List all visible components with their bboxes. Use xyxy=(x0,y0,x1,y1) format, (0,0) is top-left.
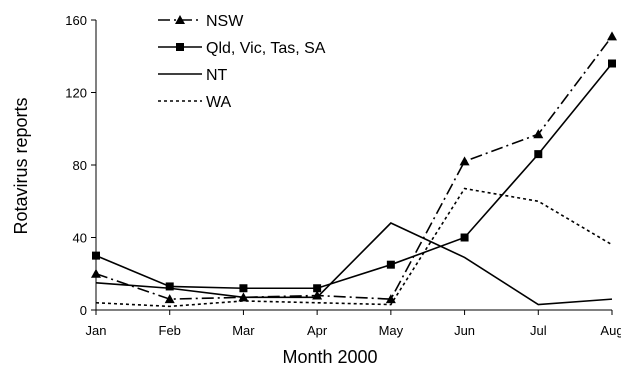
x-tick-label: Feb xyxy=(159,323,181,338)
series-2-point xyxy=(386,260,395,269)
series-1-point xyxy=(164,294,175,304)
axes xyxy=(95,20,612,311)
series-1-line xyxy=(95,35,613,300)
series-3-line xyxy=(95,222,613,306)
series-1-point xyxy=(459,156,470,166)
series-1-point xyxy=(385,294,396,304)
series-1-point xyxy=(91,268,101,278)
series-1-point xyxy=(607,31,617,41)
series-2 xyxy=(92,59,616,293)
series-2-line xyxy=(95,62,613,290)
series-2-point xyxy=(460,233,469,242)
legend-item-2-marker xyxy=(176,43,184,51)
series-2-point xyxy=(608,59,616,68)
series-1 xyxy=(91,31,617,304)
y-tick-label: 40 xyxy=(73,231,87,246)
series-2-point xyxy=(313,284,322,293)
legend-item-1-label: NSW xyxy=(206,13,244,30)
x-tick-label: Mar xyxy=(232,323,255,338)
x-tick-label: May xyxy=(379,323,404,338)
series-2-point xyxy=(239,284,248,293)
x-axis-title: Month 2000 xyxy=(282,347,377,367)
series-layer xyxy=(91,31,617,308)
series-2-point xyxy=(165,282,174,291)
legend: NSW Qld, Vic, Tas, SA NT WA xyxy=(158,13,326,111)
series-2-point xyxy=(534,150,543,159)
y-tick-label: 0 xyxy=(80,303,87,318)
x-tick-label: Jun xyxy=(454,323,475,338)
legend-item-1: NSW xyxy=(158,13,244,30)
legend-item-2: Qld, Vic, Tas, SA xyxy=(158,40,326,57)
series-4-line xyxy=(95,187,613,308)
legend-item-4-label: WA xyxy=(206,94,232,111)
y-tick-label: 120 xyxy=(65,86,87,101)
x-ticks: Jan Feb Mar Apr May Jun Jul Aug xyxy=(86,310,621,338)
series-1-point xyxy=(533,129,544,139)
legend-item-4: WA xyxy=(158,94,232,111)
legend-item-3-label: NT xyxy=(206,67,228,84)
x-tick-label: Jul xyxy=(530,323,547,338)
x-tick-label: Aug xyxy=(600,323,621,338)
x-tick-label: Jan xyxy=(86,323,107,338)
legend-item-2-label: Qld, Vic, Tas, SA xyxy=(206,40,326,57)
series-2-point xyxy=(92,251,100,260)
y-axis-title: Rotavirus reports xyxy=(11,97,31,234)
series-4 xyxy=(95,187,613,308)
series-3 xyxy=(95,222,613,306)
y-tick-label: 80 xyxy=(73,158,87,173)
legend-item-1-marker xyxy=(175,15,185,24)
x-tick-label: Apr xyxy=(307,323,328,338)
legend-item-3: NT xyxy=(158,67,228,84)
y-ticks: 0 40 80 120 160 xyxy=(65,13,96,318)
y-tick-label: 160 xyxy=(65,13,87,28)
